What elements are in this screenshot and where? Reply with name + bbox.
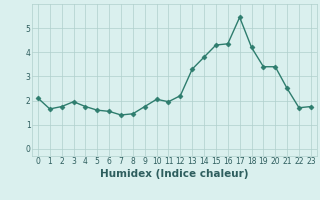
X-axis label: Humidex (Indice chaleur): Humidex (Indice chaleur) <box>100 169 249 179</box>
